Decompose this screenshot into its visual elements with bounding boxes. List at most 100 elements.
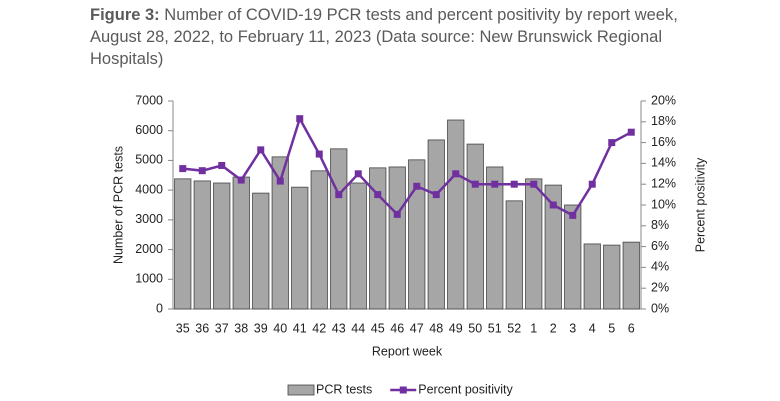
y2-tick-label: 12% bbox=[651, 176, 676, 190]
bar bbox=[583, 243, 601, 310]
bar bbox=[466, 143, 484, 310]
x-tick-label: 42 bbox=[312, 321, 326, 335]
x-tick-label: 39 bbox=[254, 321, 268, 335]
x-axis-title: Report week bbox=[372, 344, 443, 358]
y-tick-label: 6000 bbox=[135, 123, 163, 137]
x-tick-label: 35 bbox=[176, 321, 190, 335]
y2-tick-label: 2% bbox=[651, 280, 669, 294]
x-tick-label: 1 bbox=[530, 321, 537, 335]
x-tick-label: 5 bbox=[608, 321, 615, 335]
title-text: Number of COVID-19 PCR tests and percent… bbox=[90, 6, 678, 68]
x-tick-label: 2 bbox=[550, 321, 557, 335]
line-marker bbox=[354, 170, 362, 178]
bar bbox=[252, 192, 270, 310]
x-tick-label: 44 bbox=[351, 321, 365, 335]
line-marker bbox=[588, 180, 596, 188]
x-tick-label: 52 bbox=[507, 321, 521, 335]
line-marker bbox=[491, 180, 499, 188]
bar bbox=[622, 241, 640, 310]
bar bbox=[232, 176, 250, 310]
x-tick-label: 41 bbox=[293, 321, 307, 335]
x-tick-label: 38 bbox=[234, 321, 248, 335]
y-tick-label: 3000 bbox=[135, 212, 163, 226]
x-tick-label: 43 bbox=[332, 321, 346, 335]
x-tick-label: 47 bbox=[410, 321, 424, 335]
y2-tick-label: 4% bbox=[651, 260, 669, 274]
line-marker bbox=[276, 177, 284, 185]
line-marker bbox=[218, 161, 226, 169]
bar bbox=[369, 167, 387, 310]
x-tick-label: 51 bbox=[488, 321, 502, 335]
y2-tick-label: 14% bbox=[651, 156, 676, 170]
bar bbox=[564, 204, 582, 310]
bar bbox=[174, 178, 192, 310]
bar bbox=[603, 244, 621, 310]
line-marker bbox=[374, 191, 382, 199]
y2-tick-label: 16% bbox=[651, 135, 676, 149]
y-tick-label: 7000 bbox=[135, 93, 163, 107]
y2-tick-label: 18% bbox=[651, 114, 676, 128]
bar bbox=[525, 178, 543, 310]
x-tick-label: 6 bbox=[628, 321, 635, 335]
y-tick-label: 4000 bbox=[135, 182, 163, 196]
y2-tick-label: 8% bbox=[651, 218, 669, 232]
x-tick-label: 36 bbox=[195, 321, 209, 335]
bar bbox=[271, 156, 289, 310]
line-marker bbox=[452, 170, 460, 178]
line bbox=[182, 115, 632, 218]
line-marker bbox=[257, 146, 265, 154]
y2-tick-label: 6% bbox=[651, 239, 669, 253]
chart-title: Figure 3: Number of COVID-19 PCR tests a… bbox=[90, 4, 730, 70]
legend-marker bbox=[399, 386, 407, 394]
line-marker bbox=[549, 201, 557, 209]
x-tick-label: 49 bbox=[449, 321, 463, 335]
y2-axis-title: Percent positivity bbox=[693, 157, 707, 252]
line-marker bbox=[608, 139, 616, 147]
line-marker bbox=[315, 150, 323, 158]
y-tick-label: 1000 bbox=[135, 272, 163, 286]
x-tick-label: 50 bbox=[468, 321, 482, 335]
y-tick-label: 2000 bbox=[135, 242, 163, 256]
line-marker bbox=[335, 191, 343, 199]
bar bbox=[486, 166, 504, 310]
bar bbox=[408, 159, 426, 310]
legend-label: Percent positivity bbox=[418, 382, 513, 396]
bar bbox=[388, 166, 406, 310]
x-tick-label: 40 bbox=[273, 321, 287, 335]
y2-tick-label: 0% bbox=[651, 301, 669, 315]
bar bbox=[193, 180, 211, 310]
bar bbox=[544, 184, 562, 310]
x-tick-label: 48 bbox=[429, 321, 443, 335]
bar bbox=[427, 139, 445, 310]
line-marker bbox=[510, 180, 518, 188]
bar bbox=[291, 186, 309, 310]
legend-label: PCR tests bbox=[316, 382, 372, 396]
line-marker bbox=[237, 176, 245, 184]
bar bbox=[310, 170, 328, 310]
y2-tick-label: 20% bbox=[651, 93, 676, 107]
line-marker bbox=[198, 167, 206, 175]
x-tick-label: 45 bbox=[371, 321, 385, 335]
line-marker bbox=[432, 191, 440, 199]
line-marker bbox=[296, 115, 304, 123]
line-marker bbox=[569, 211, 577, 219]
x-tick-label: 3 bbox=[569, 321, 576, 335]
bar bbox=[330, 148, 348, 310]
bar bbox=[505, 200, 523, 310]
legend-swatch bbox=[287, 384, 315, 396]
y-tick-label: 5000 bbox=[135, 153, 163, 167]
line-marker bbox=[471, 180, 479, 188]
y-tick-label: 0 bbox=[156, 301, 163, 315]
bar bbox=[349, 182, 367, 310]
y2-tick-label: 10% bbox=[651, 197, 676, 211]
x-tick-label: 4 bbox=[589, 321, 596, 335]
line-marker bbox=[627, 128, 635, 136]
line-marker bbox=[393, 210, 401, 218]
line-marker bbox=[179, 165, 187, 173]
title-label: Figure 3: bbox=[90, 6, 160, 24]
bar bbox=[213, 182, 231, 310]
x-tick-label: 37 bbox=[215, 321, 229, 335]
bar bbox=[447, 119, 465, 310]
